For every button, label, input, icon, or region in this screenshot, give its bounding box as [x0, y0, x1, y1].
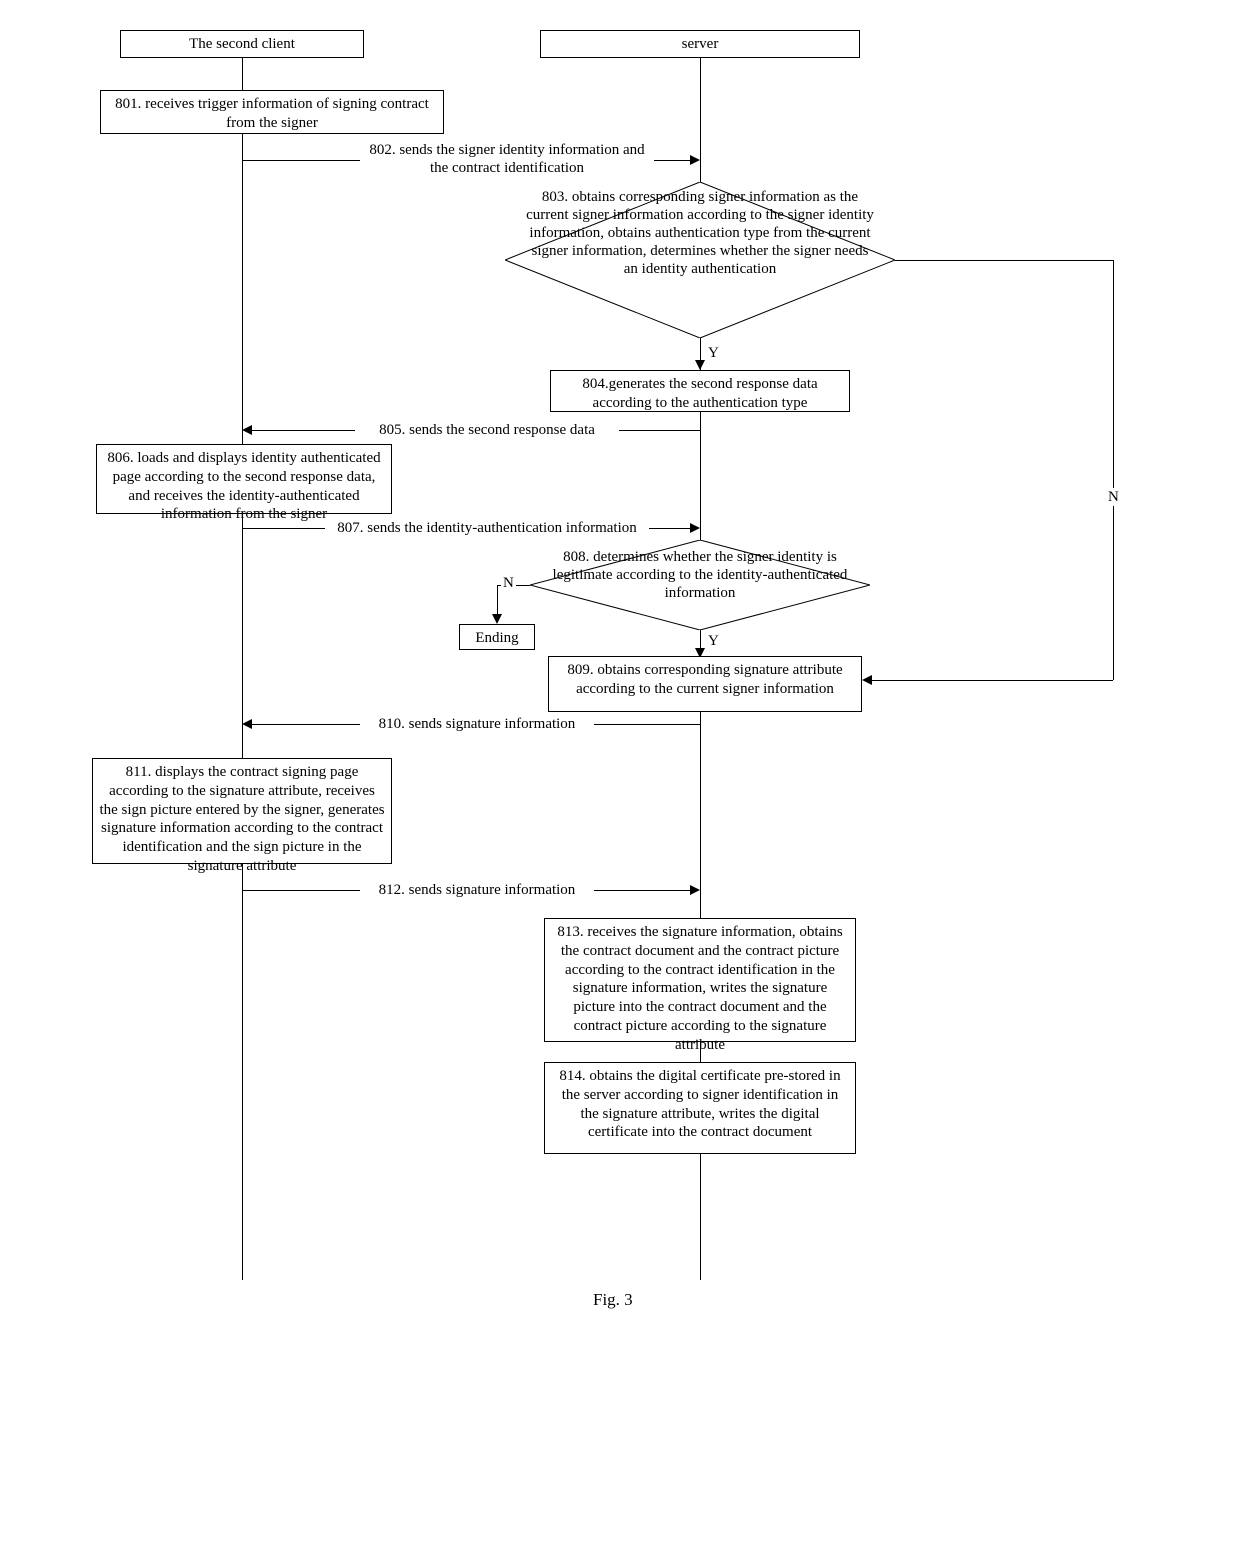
step-810-label: 810. sends signature information: [360, 715, 594, 733]
label-803-Y: Y: [706, 344, 721, 362]
edge-803-804-head: [695, 360, 705, 370]
step-804: 804.generates the second response data a…: [550, 370, 850, 412]
participant-client: The second client: [120, 30, 364, 58]
lifeline-client: [242, 58, 243, 1280]
figure-caption: Fig. 3: [593, 1290, 633, 1310]
edge-808-N-head: [492, 614, 502, 624]
arrow-810-head: [242, 719, 252, 729]
edge-813-814: [700, 1042, 701, 1062]
edge-803-N-h2: [872, 680, 1113, 681]
label-808-N: N: [501, 574, 516, 592]
step-809: 809. obtains corresponding signature att…: [548, 656, 862, 712]
step-814: 814. obtains the digital certificate pre…: [544, 1062, 856, 1154]
arrow-805-head: [242, 425, 252, 435]
step-812-label: 812. sends signature information: [360, 881, 594, 899]
edge-803-N-v: [1113, 260, 1114, 680]
participant-server: server: [540, 30, 860, 58]
edge-803-N-head: [862, 675, 872, 685]
label-803-N: N: [1106, 488, 1121, 506]
step-806: 806. loads and displays identity authent…: [96, 444, 392, 514]
step-811: 811. displays the contract signing page …: [92, 758, 392, 864]
step-805-label: 805. sends the second response data: [355, 421, 619, 439]
step-802-label: 802. sends the signer identity informati…: [360, 141, 654, 177]
step-803-text: 803. obtains corresponding signer inform…: [525, 188, 875, 278]
step-801: 801. receives trigger information of sig…: [100, 90, 444, 134]
step-813: 813. receives the signature information,…: [544, 918, 856, 1042]
arrow-802-head: [690, 155, 700, 165]
label-808-Y: Y: [706, 632, 721, 650]
edge-803-N-h: [895, 260, 1113, 261]
flowchart-page: The second client server 801. receives t…: [0, 0, 1240, 1545]
step-807-label: 807. sends the identity-authentication i…: [325, 519, 649, 537]
step-808-text: 808. determines whether the signer ident…: [552, 548, 848, 602]
arrow-807-head: [690, 523, 700, 533]
arrow-812-head: [690, 885, 700, 895]
ending-box: Ending: [459, 624, 535, 650]
